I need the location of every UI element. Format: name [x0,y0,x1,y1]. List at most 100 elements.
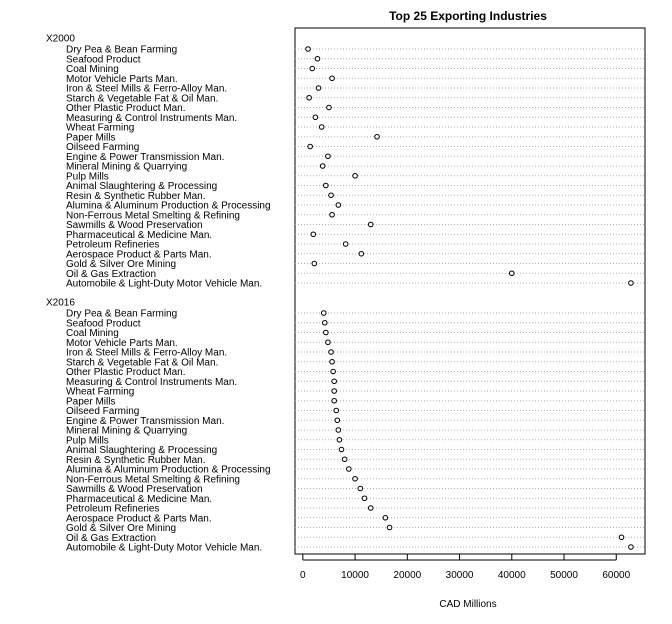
category-label: Pharmaceutical & Medicine Man. [66,494,212,505]
category-label: Alumina & Aluminum Production & Processi… [66,465,271,476]
data-point [312,114,319,121]
category-label: Automobile & Light-Duty Motor Vehicle Ma… [66,543,262,554]
category-label: Automobile & Light-Duty Motor Vehicle Ma… [66,279,262,290]
data-point [328,192,334,199]
data-point [330,368,336,375]
category-label: Animal Slaughtering & Processing [66,181,217,192]
x-tick-label: 20000 [393,570,421,581]
category-label: Other Plastic Product Man. [66,103,186,114]
data-point [331,397,337,404]
category-label: Coal Mining [66,328,119,339]
category-label: Wheat Farming [66,123,134,134]
data-point [325,153,331,160]
category-label: Resin & Synthetic Rubber Man. [66,455,206,466]
category-label: Starch & Vegetable Fat & Oil Man. [66,357,218,368]
x-axis: 0 10000 20000 30000 40000 50000 60000 [300,554,631,581]
data-point [335,427,342,433]
category-label: Non-Ferrous Metal Smelting & Refining [66,210,240,221]
category-label: Motor Vehicle Parts Man. [66,338,178,349]
category-label: Iron & Steel Mills & Ferro-Alloy Man. [66,84,227,95]
data-point [338,446,345,453]
category-label: Paper Mills [66,396,115,407]
data-point [367,221,374,228]
category-label: Mineral Mining & Quarrying [66,162,187,173]
data-point [333,407,340,414]
chart-title: Top 25 Exporting Industries [389,9,547,23]
category-label: Pulp Mills [66,171,109,182]
x-tick-label: 0 [300,570,306,581]
category-label: Pulp Mills [66,435,109,446]
category-label: Resin & Synthetic Rubber Man. [66,191,206,202]
group-label: X2016 [46,298,75,309]
data-point [323,182,329,189]
category-label: Oilseed Farming [66,142,139,153]
category-label: Engine & Power Transmission Man. [66,416,224,427]
category-label: Sawmills & Wood Preservation [66,220,203,231]
data-point [346,466,352,472]
data-point [325,339,331,346]
data-point [367,505,374,511]
x-tick-label: 60000 [602,570,630,581]
category-label: Seafood Product [66,318,141,329]
category-label: Oil & Gas Extraction [66,533,156,544]
data-point [314,55,321,62]
data-point [382,514,389,521]
data-point [321,319,328,326]
category-label: Paper Mills [66,132,115,143]
category-label: Dry Pea & Bean Farming [66,309,177,320]
data-point [310,231,317,238]
category-label: Petroleum Refineries [66,240,159,251]
data-point [357,485,364,492]
data-point [306,94,312,101]
data-point [320,310,327,316]
category-label: Motor Vehicle Parts Man. [66,74,178,85]
category-label: Aerospace Product & Parts Man. [66,513,212,524]
data-point [329,211,335,218]
x-tick-label: 50000 [550,570,578,581]
x-axis-label: CAD Millions [439,599,496,610]
category-label: Measuring & Control Instruments Man. [66,113,237,124]
x-tick-label: 40000 [498,570,526,581]
data-point [315,85,322,91]
data-point [311,260,318,267]
category-label: Other Plastic Product Man. [66,367,186,378]
category-label: Measuring & Control Instruments Man. [66,377,237,388]
data-point [318,124,325,130]
data-point [352,475,358,482]
data-point [329,358,335,365]
data-point [508,270,515,277]
data-point [336,436,343,443]
category-label: Gold & Silver Ore Mining [66,523,176,534]
category-label: Petroleum Refineries [66,504,159,515]
data-point [319,163,326,169]
data-point [352,172,358,179]
category-label: Mineral Mining & Quarrying [66,426,187,437]
data-point [628,280,634,286]
data-point [628,544,634,550]
category-label: Iron & Steel Mills & Ferro-Alloy Man. [66,348,227,359]
category-label: Starch & Vegetable Fat & Oil Man. [66,93,218,104]
data-point [386,524,393,531]
x-tick-label: 30000 [446,570,474,581]
x-tick-label: 10000 [341,570,369,581]
data-point [361,495,368,502]
category-label: Sawmills & Wood Preservation [66,484,203,495]
category-label: Seafood Product [66,54,141,65]
data-point [334,417,341,424]
data-point [328,349,334,355]
category-label: Coal Mining [66,64,119,75]
data-points [305,46,634,550]
category-label: Alumina & Aluminum Production & Processi… [66,201,271,212]
group-label: X2000 [46,34,75,45]
category-label: Animal Slaughtering & Processing [66,445,217,456]
category-label: Oil & Gas Extraction [66,269,156,280]
category-label: Aerospace Product & Parts Man. [66,249,212,260]
data-point [307,143,313,150]
data-point [329,75,335,82]
data-point [309,65,316,72]
data-point [342,241,349,247]
category-label: Engine & Power Transmission Man. [66,152,224,163]
data-point [331,378,337,385]
